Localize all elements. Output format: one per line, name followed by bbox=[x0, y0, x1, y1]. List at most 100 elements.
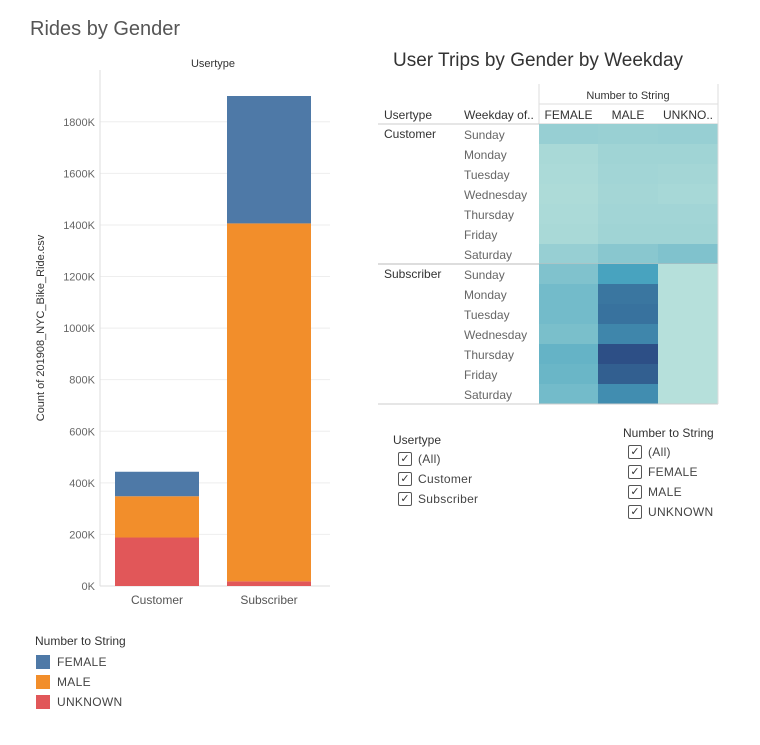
weekday-label: Thursday bbox=[464, 208, 514, 222]
usertype-filter-subscriber[interactable]: ✓ Subscriber bbox=[398, 491, 478, 507]
checkbox-icon[interactable]: ✓ bbox=[628, 465, 642, 479]
checkbox-icon[interactable]: ✓ bbox=[628, 445, 642, 459]
usertype-filter-all[interactable]: ✓ (All) bbox=[398, 451, 441, 467]
weekday-label: Thursday bbox=[464, 348, 514, 362]
heat-cell-subscriber-sunday-0 bbox=[539, 264, 598, 284]
heat-cell-customer-saturday-0 bbox=[539, 244, 598, 264]
heat-cell-customer-thursday-1 bbox=[598, 204, 658, 224]
user-trips-heatmap: Number to String Usertype Weekday of.. FEMA… bbox=[378, 84, 719, 405]
weekday-label: Saturday bbox=[464, 248, 512, 262]
heat-cell-customer-saturday-2 bbox=[658, 244, 718, 264]
row-header-usertype: Usertype bbox=[384, 108, 432, 122]
y-tick-label: 1400K bbox=[63, 220, 95, 232]
legend-label-male: MALE bbox=[57, 675, 91, 689]
usertype-filter-customer[interactable]: ✓ Customer bbox=[398, 471, 472, 487]
number-to-string-filter-title: Number to String bbox=[623, 426, 714, 440]
filter-label: (All) bbox=[418, 452, 441, 466]
weekday-label: Sunday bbox=[464, 268, 505, 282]
heat-cell-customer-monday-2 bbox=[658, 144, 718, 164]
heat-cell-subscriber-friday-0 bbox=[539, 364, 598, 384]
heat-cell-subscriber-saturday-2 bbox=[658, 384, 718, 404]
heat-cell-subscriber-saturday-0 bbox=[539, 384, 598, 404]
rides-by-gender-title: Rides by Gender bbox=[30, 18, 181, 40]
group-label-subscriber: Subscriber bbox=[384, 267, 441, 281]
weekday-label: Monday bbox=[464, 288, 507, 302]
gender-filter-female[interactable]: ✓ FEMALE bbox=[628, 464, 698, 480]
heat-cell-subscriber-friday-1 bbox=[598, 364, 658, 384]
filter-label: UNKNOWN bbox=[648, 505, 714, 519]
heat-cell-customer-thursday-2 bbox=[658, 204, 718, 224]
group-label-customer: Customer bbox=[384, 127, 436, 141]
y-tick-label: 0K bbox=[82, 581, 96, 593]
checkbox-icon[interactable]: ✓ bbox=[398, 472, 412, 486]
y-tick-label: 1200K bbox=[63, 272, 95, 284]
column-header-1: MALE bbox=[612, 108, 645, 122]
filter-label: (All) bbox=[648, 445, 671, 459]
weekday-label: Saturday bbox=[464, 388, 512, 402]
heat-cell-customer-tuesday-0 bbox=[539, 164, 598, 184]
heat-cell-customer-monday-1 bbox=[598, 144, 658, 164]
heat-cell-subscriber-tuesday-1 bbox=[598, 304, 658, 324]
y-tick-label: 800K bbox=[69, 375, 95, 387]
heat-cell-subscriber-saturday-1 bbox=[598, 384, 658, 404]
heatmap-column-title: Number to String bbox=[586, 90, 669, 102]
x-tick-label: Customer bbox=[131, 593, 183, 607]
checkbox-icon[interactable]: ✓ bbox=[628, 505, 642, 519]
heat-cell-customer-tuesday-1 bbox=[598, 164, 658, 184]
y-tick-label: 1600K bbox=[63, 168, 95, 180]
heat-cell-customer-monday-0 bbox=[539, 144, 598, 164]
heat-cell-customer-tuesday-2 bbox=[658, 164, 718, 184]
legend-item-male: MALE bbox=[36, 675, 91, 689]
bar-customer-unknown bbox=[115, 537, 199, 586]
y-tick-label: 1000K bbox=[63, 323, 95, 335]
legend-label-female: FEMALE bbox=[57, 655, 107, 669]
bar-legend-title: Number to String bbox=[35, 634, 126, 648]
rides-by-gender-chart: Usertype 0K 200K 400K 600K 800K 1000K 1200K 1400… bbox=[35, 58, 330, 607]
heat-cell-subscriber-thursday-2 bbox=[658, 344, 718, 364]
legend-swatch-unknown bbox=[36, 695, 50, 709]
y-tick-label: 200K bbox=[69, 529, 95, 541]
weekday-label: Friday bbox=[464, 228, 497, 242]
heat-cell-customer-saturday-1 bbox=[598, 244, 658, 264]
x-tick-label: Subscriber bbox=[240, 593, 297, 607]
heat-cell-customer-wednesday-0 bbox=[539, 184, 598, 204]
filter-label: MALE bbox=[648, 485, 682, 499]
weekday-label: Wednesday bbox=[464, 328, 527, 342]
filter-label: Customer bbox=[418, 472, 473, 486]
heat-cell-customer-wednesday-1 bbox=[598, 184, 658, 204]
checkbox-icon[interactable]: ✓ bbox=[398, 492, 412, 506]
heat-cell-subscriber-sunday-1 bbox=[598, 264, 658, 284]
gender-filter-all[interactable]: ✓ (All) bbox=[628, 444, 671, 460]
heat-cell-subscriber-monday-0 bbox=[539, 284, 598, 304]
heat-cell-subscriber-wednesday-2 bbox=[658, 324, 718, 344]
heat-cell-customer-thursday-0 bbox=[539, 204, 598, 224]
heat-cell-customer-friday-0 bbox=[539, 224, 598, 244]
heat-cell-customer-sunday-0 bbox=[539, 124, 598, 144]
bar-customer-female bbox=[115, 471, 199, 497]
y-axis-label: Count of 201908_NYC_Bike_Ride.csv bbox=[35, 234, 47, 421]
checkbox-icon[interactable]: ✓ bbox=[398, 452, 412, 466]
filter-label: FEMALE bbox=[648, 465, 698, 479]
bar-customer-male bbox=[115, 496, 199, 538]
weekday-label: Tuesday bbox=[464, 168, 510, 182]
heat-cell-customer-sunday-1 bbox=[598, 124, 658, 144]
usertype-column-header: Usertype bbox=[191, 58, 235, 70]
heat-cell-subscriber-thursday-1 bbox=[598, 344, 658, 364]
legend-swatch-female bbox=[36, 655, 50, 669]
checkbox-icon[interactable]: ✓ bbox=[628, 485, 642, 499]
column-header-2: UNKNO.. bbox=[663, 108, 713, 122]
legend-item-female: FEMALE bbox=[36, 655, 107, 669]
weekday-label: Friday bbox=[464, 368, 497, 382]
heat-cell-subscriber-monday-2 bbox=[658, 284, 718, 304]
heat-cell-customer-friday-1 bbox=[598, 224, 658, 244]
heat-cell-subscriber-thursday-0 bbox=[539, 344, 598, 364]
filter-label: Subscriber bbox=[418, 492, 479, 506]
heat-cell-subscriber-tuesday-0 bbox=[539, 304, 598, 324]
heat-cell-customer-sunday-2 bbox=[658, 124, 718, 144]
gender-filter-unknown[interactable]: ✓ UNKNOWN bbox=[628, 504, 713, 520]
user-trips-title: User Trips by Gender by Weekday bbox=[393, 50, 684, 71]
bar-subscriber-female bbox=[227, 96, 311, 224]
heat-cell-subscriber-wednesday-1 bbox=[598, 324, 658, 344]
weekday-label: Tuesday bbox=[464, 308, 510, 322]
gender-filter-male[interactable]: ✓ MALE bbox=[628, 484, 682, 500]
